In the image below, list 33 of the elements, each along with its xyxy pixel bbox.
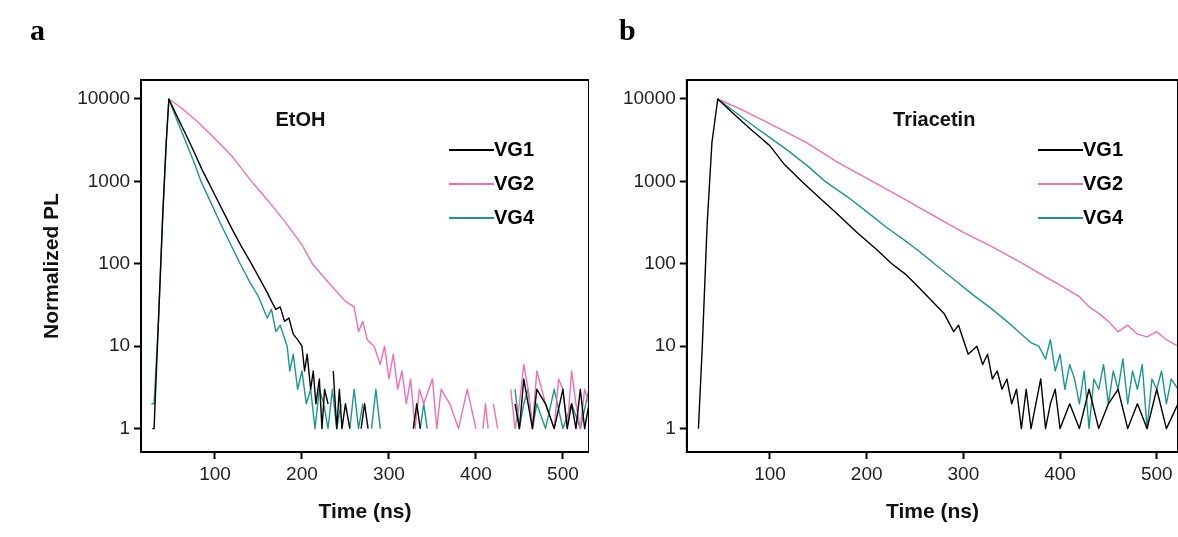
legend-label: VG1 xyxy=(494,137,535,160)
legend-label: VG4 xyxy=(494,205,535,228)
legend-label: VG2 xyxy=(494,171,535,194)
x-tick-label: 100 xyxy=(199,462,231,484)
y-tick-label: 10000 xyxy=(622,87,676,109)
annotation: EtOH xyxy=(275,107,326,130)
x-tick-label: 400 xyxy=(460,462,492,484)
y-tick-label: 10 xyxy=(108,334,131,356)
x-tick-label: 200 xyxy=(850,462,883,484)
y-tick-label: 10000 xyxy=(77,87,131,109)
y-tick-label: 100 xyxy=(98,252,131,274)
x-tick-label: 500 xyxy=(1140,462,1173,484)
legend-label: VG4 xyxy=(1083,205,1124,228)
legend-label: VG1 xyxy=(1083,137,1124,160)
chart-title: b xyxy=(619,12,636,46)
y-tick-label: 10 xyxy=(654,334,676,356)
y-tick-label: 1000 xyxy=(633,169,676,191)
y-tick-label: 1 xyxy=(119,416,131,438)
annotation: Triacetin xyxy=(893,107,976,130)
x-axis-title: Time (ns) xyxy=(318,499,412,523)
y-axis-title: Normalized PL xyxy=(39,192,63,339)
x-tick-label: 200 xyxy=(286,462,318,484)
x-tick-label: 100 xyxy=(754,462,786,484)
chart-title: a xyxy=(30,12,45,46)
x-tick-label: 300 xyxy=(947,462,980,484)
y-tick-label: 1000 xyxy=(87,169,131,191)
legend-label: VG2 xyxy=(1083,171,1124,194)
x-tick-label: 500 xyxy=(547,462,579,484)
x-axis-title: Time (ns) xyxy=(885,499,979,523)
y-tick-label: 100 xyxy=(644,252,676,274)
x-tick-label: 300 xyxy=(373,462,405,484)
y-tick-label: 1 xyxy=(665,416,676,438)
x-tick-label: 400 xyxy=(1044,462,1076,484)
